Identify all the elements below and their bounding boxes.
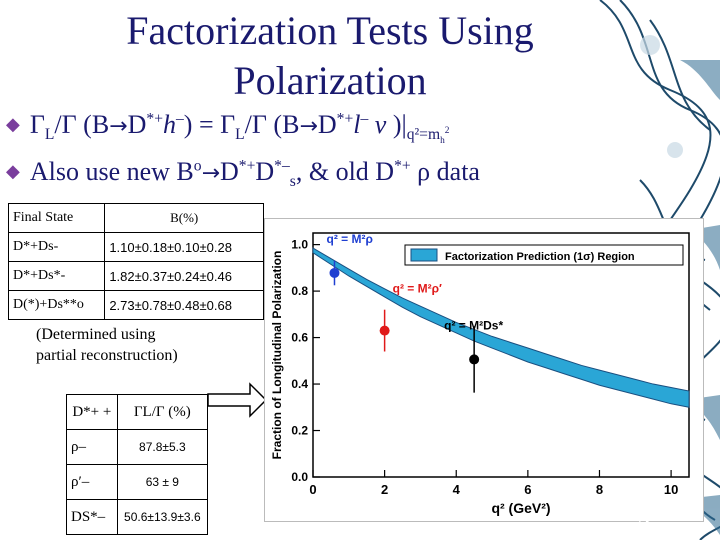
- title-line-1: Factorization Tests Using: [126, 8, 534, 53]
- reconstruction-note: (Determined using partial reconstruction…: [36, 324, 178, 366]
- data-point: [379, 325, 390, 336]
- table-row: D*+Ds- 1.10±0.18±0.10±0.28: [7, 232, 264, 262]
- point-label: q² = M²ρ′: [393, 282, 442, 296]
- table-row: DS*– 50.6±13.9±3.6: [66, 499, 209, 535]
- arrow-icon: →: [299, 114, 318, 139]
- y-tick-label: 0.2: [291, 424, 308, 438]
- polarization-value-cell: 63 ± 9: [116, 464, 209, 500]
- y-axis-label: Fraction of Longitudinal Polarization: [270, 251, 284, 460]
- branching-fraction-table: Final State B(%) D*+Ds- 1.10±0.18±0.10±0…: [7, 203, 264, 320]
- polarization-plot: 0 2 4 6 8 10 0.0 0.2 0.4 0.6 0.8 1.0 q² (GeV²) Fracti…: [264, 218, 704, 522]
- arrow-icon: →: [109, 114, 128, 139]
- plot-frame: [312, 232, 690, 478]
- x-tick-label: 6: [524, 482, 531, 497]
- legend-label: Factorization Prediction (1σ) Region: [445, 251, 635, 263]
- diamond-bullet-icon: ◆: [6, 161, 20, 181]
- polarization-value-cell: 50.6±13.9±3.6: [116, 499, 209, 535]
- column-header: Final State: [7, 203, 106, 233]
- data-point: [329, 267, 340, 278]
- x-tick-label: 0: [309, 482, 316, 497]
- title-line-2: Polarization: [233, 58, 427, 103]
- column-header: D*+ +: [66, 394, 118, 430]
- table-row: ρ– 87.8±5.3: [66, 429, 209, 465]
- legend-swatch: [410, 248, 438, 262]
- y-tick-label: 0.4: [291, 377, 308, 391]
- data-point: [469, 354, 480, 365]
- x-tick-label: 8: [596, 482, 603, 497]
- polarization-chart: 0 2 4 6 8 10 0.0 0.2 0.4 0.6 0.8 1.0 q² (GeV²) Fracti…: [270, 232, 690, 516]
- polarization-value-cell: 87.8±5.3: [116, 429, 209, 465]
- diamond-bullet-icon: ◆: [6, 114, 20, 134]
- final-state-cell: DS*–: [66, 499, 118, 535]
- arrow-icon: →: [201, 161, 221, 186]
- table-header-row: D*+ + ΓL/Γ (%): [66, 394, 209, 430]
- y-tick-label: 0.0: [291, 470, 308, 484]
- table-header-row: Final State B(%): [7, 203, 264, 233]
- x-axis-label: q² (GeV²): [491, 500, 550, 516]
- x-tick-label: 10: [664, 482, 678, 497]
- x-tick-label: 4: [453, 482, 461, 497]
- bullet-also-use-data: ◆ Also use new Bo→D*+D*–s, & old D*+ ρ da…: [6, 157, 480, 191]
- table-row: D(*)+Ds**o 2.73±0.78±0.48±0.68: [7, 290, 264, 320]
- bullet-polarization-equality: ◆ ΓL/Γ (B→D*+h–) = ΓL/Γ (B→D*+l– ν )|q²=m…: [6, 110, 450, 147]
- final-state-cell: ρ′–: [66, 464, 118, 500]
- legend-box: [404, 244, 684, 266]
- point-label: q² = M²ρ: [326, 232, 372, 246]
- final-state-cell: D*+Ds-: [7, 232, 106, 262]
- note-line: partial reconstruction): [36, 347, 178, 364]
- final-state-cell: D(*)+Ds**o: [7, 290, 106, 320]
- branching-value-cell: 2.73±0.78±0.48±0.68: [104, 290, 264, 320]
- callout-arrow-icon: [207, 382, 268, 418]
- branching-value-cell: 1.10±0.18±0.10±0.28: [104, 232, 264, 262]
- final-state-cell: ρ–: [66, 429, 118, 465]
- note-line: (Determined using: [36, 326, 156, 343]
- slide-title: Factorization Tests Using Polarization: [40, 6, 620, 106]
- table-row: ρ′– 63 ± 9: [66, 464, 209, 500]
- table-row: D*+Ds*- 1.82±0.37±0.24±0.46: [7, 261, 264, 291]
- column-header: B(%): [104, 203, 264, 233]
- y-tick-label: 0.6: [291, 331, 308, 345]
- prediction-band: [312, 247, 690, 408]
- x-tick-label: 2: [381, 482, 388, 497]
- y-tick-label: 0.8: [291, 284, 308, 298]
- page-number: 13: [636, 514, 651, 529]
- y-tick-label: 1.0: [291, 238, 308, 252]
- final-state-cell: D*+Ds*-: [7, 261, 106, 291]
- point-label: q² = M²Ds*: [444, 318, 503, 332]
- column-header: ΓL/Γ (%): [116, 394, 209, 430]
- polarization-table: D*+ + ΓL/Γ (%) ρ– 87.8±5.3 ρ′– 63 ± 9 DS…: [66, 394, 209, 535]
- branching-value-cell: 1.82±0.37±0.24±0.46: [104, 261, 264, 291]
